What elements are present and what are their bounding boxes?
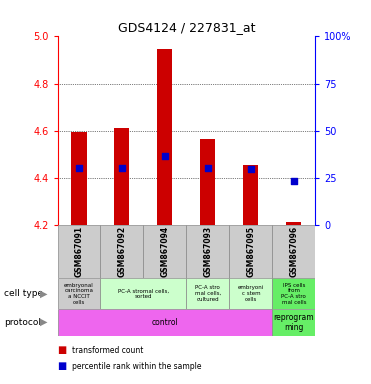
Text: protocol: protocol: [4, 318, 41, 327]
Text: GSM867095: GSM867095: [246, 226, 255, 277]
Bar: [58, 309, 272, 336]
Text: ▶: ▶: [40, 317, 47, 327]
Bar: [200, 139, 216, 225]
Bar: [286, 222, 301, 225]
Bar: [187, 278, 229, 309]
Text: ■: ■: [58, 345, 67, 355]
Bar: [114, 128, 129, 225]
Bar: [272, 225, 315, 278]
Bar: [229, 278, 272, 309]
Text: GSM867091: GSM867091: [75, 226, 83, 277]
Bar: [101, 225, 144, 278]
Text: reprogram
ming: reprogram ming: [273, 313, 314, 332]
Text: PC-A stromal cells,
sorted: PC-A stromal cells, sorted: [118, 288, 169, 299]
Bar: [72, 132, 86, 225]
Text: cell type: cell type: [4, 289, 43, 298]
Bar: [144, 225, 186, 278]
Text: GSM867096: GSM867096: [289, 226, 298, 277]
Point: [205, 165, 211, 171]
Bar: [229, 225, 272, 278]
Bar: [272, 309, 315, 336]
Bar: [157, 50, 173, 225]
Point: [119, 165, 125, 171]
Text: control: control: [152, 318, 178, 327]
Bar: [243, 165, 259, 225]
Text: embryoni
c stem
cells: embryoni c stem cells: [238, 285, 264, 302]
Point: [248, 166, 254, 172]
Point: [76, 165, 82, 171]
Text: embryonal
carcinoma
a NCCIT
cells: embryonal carcinoma a NCCIT cells: [64, 283, 94, 305]
Bar: [101, 278, 187, 309]
Point: [162, 153, 168, 159]
Title: GDS4124 / 227831_at: GDS4124 / 227831_at: [118, 21, 255, 34]
Text: GSM867093: GSM867093: [203, 226, 213, 277]
Text: PC-A stro
mal cells,
cultured: PC-A stro mal cells, cultured: [195, 285, 221, 302]
Text: GSM867092: GSM867092: [118, 226, 127, 277]
Bar: [187, 225, 229, 278]
Bar: [58, 278, 101, 309]
Text: percentile rank within the sample: percentile rank within the sample: [72, 362, 202, 371]
Text: ■: ■: [58, 361, 67, 371]
Bar: [272, 278, 315, 309]
Text: transformed count: transformed count: [72, 346, 144, 355]
Text: GSM867094: GSM867094: [160, 226, 170, 277]
Text: IPS cells
from
PC-A stro
mal cells: IPS cells from PC-A stro mal cells: [282, 283, 306, 305]
Text: ▶: ▶: [40, 288, 47, 298]
Point: [291, 178, 297, 184]
Bar: [58, 225, 101, 278]
